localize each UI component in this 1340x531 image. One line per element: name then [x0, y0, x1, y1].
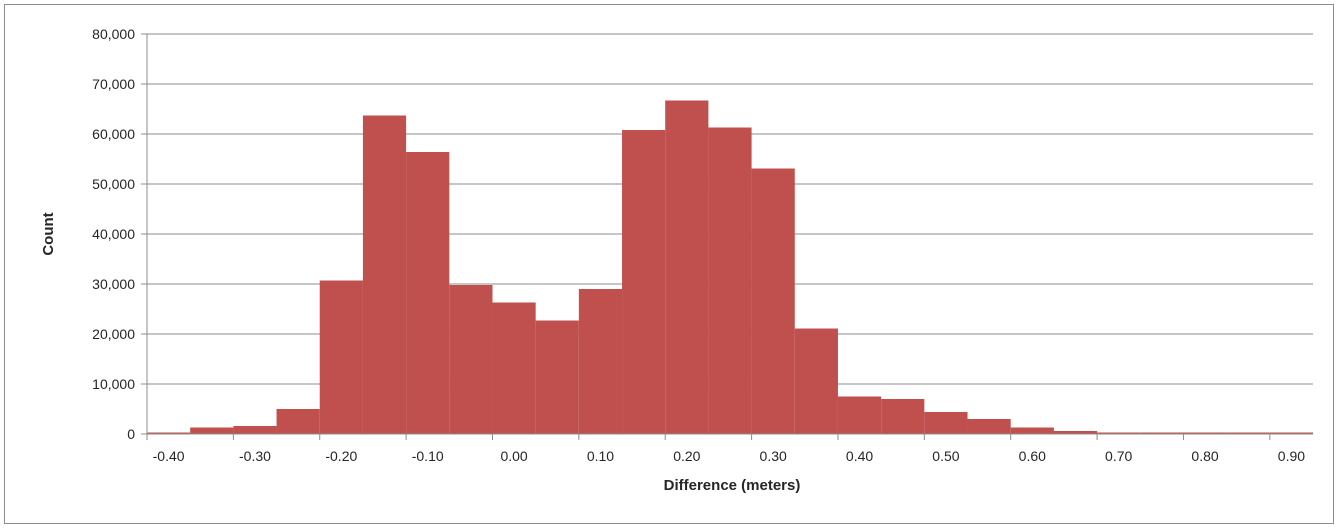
histogram-bar: [449, 285, 493, 434]
x-tick-label: 0.50: [932, 448, 959, 464]
y-axis-title: Count: [40, 212, 57, 255]
x-tick-label: 0.70: [1105, 448, 1132, 464]
histogram-bar: [492, 302, 536, 434]
x-axis-title: Difference (meters): [664, 477, 801, 494]
x-tick-label: -0.40: [153, 448, 185, 464]
histogram-bar: [1183, 432, 1227, 434]
histogram-bar: [794, 328, 838, 434]
histogram-bar: [362, 115, 407, 434]
y-tick-label: 10,000: [92, 376, 135, 392]
x-tick-label: 0.20: [673, 448, 700, 464]
histogram-bar: [1010, 427, 1054, 434]
histogram-bar: [1226, 432, 1270, 434]
histogram-bar: [535, 320, 579, 434]
x-tick-label: 0.90: [1278, 448, 1305, 464]
histogram-bar: [1053, 431, 1098, 434]
histogram-bar: [622, 130, 666, 434]
histogram-bar: [276, 409, 320, 434]
histogram-bar: [1269, 432, 1313, 434]
histogram-bar: [1097, 432, 1141, 434]
y-tick-label: 50,000: [92, 176, 135, 192]
histogram-bar: [233, 426, 277, 434]
y-tick-label: 60,000: [92, 126, 135, 142]
histogram-bar: [751, 168, 795, 434]
x-tick-label: -0.20: [325, 448, 357, 464]
x-tick-label: 0.10: [587, 448, 614, 464]
histogram-bar: [967, 419, 1011, 434]
y-tick-label: 20,000: [92, 326, 135, 342]
histogram-bar: [578, 289, 623, 434]
histogram-bar: [147, 432, 191, 434]
x-tick-label: 0.30: [760, 448, 787, 464]
histogram-bar: [406, 152, 450, 434]
x-tick-label: 0.60: [1019, 448, 1046, 464]
histogram-bar: [708, 127, 752, 434]
x-tick-label: -0.30: [239, 448, 271, 464]
x-tick-label: 0.00: [500, 448, 527, 464]
x-tick-label: 0.40: [846, 448, 873, 464]
x-tick-label: -0.10: [412, 448, 444, 464]
histogram-bar: [665, 100, 709, 434]
y-tick-label: 70,000: [92, 76, 135, 92]
histogram-bar: [190, 427, 234, 434]
histogram-bar: [837, 396, 882, 434]
x-tick-label: 0.80: [1191, 448, 1218, 464]
histogram-bar: [319, 280, 363, 434]
histogram-bar: [881, 399, 925, 434]
y-tick-label: 40,000: [92, 226, 135, 242]
y-tick-label: 30,000: [92, 276, 135, 292]
histogram-bar: [1140, 432, 1184, 434]
y-tick-label: 80,000: [92, 26, 135, 42]
y-tick-label: 0: [127, 426, 135, 442]
histogram-bar: [924, 412, 968, 434]
